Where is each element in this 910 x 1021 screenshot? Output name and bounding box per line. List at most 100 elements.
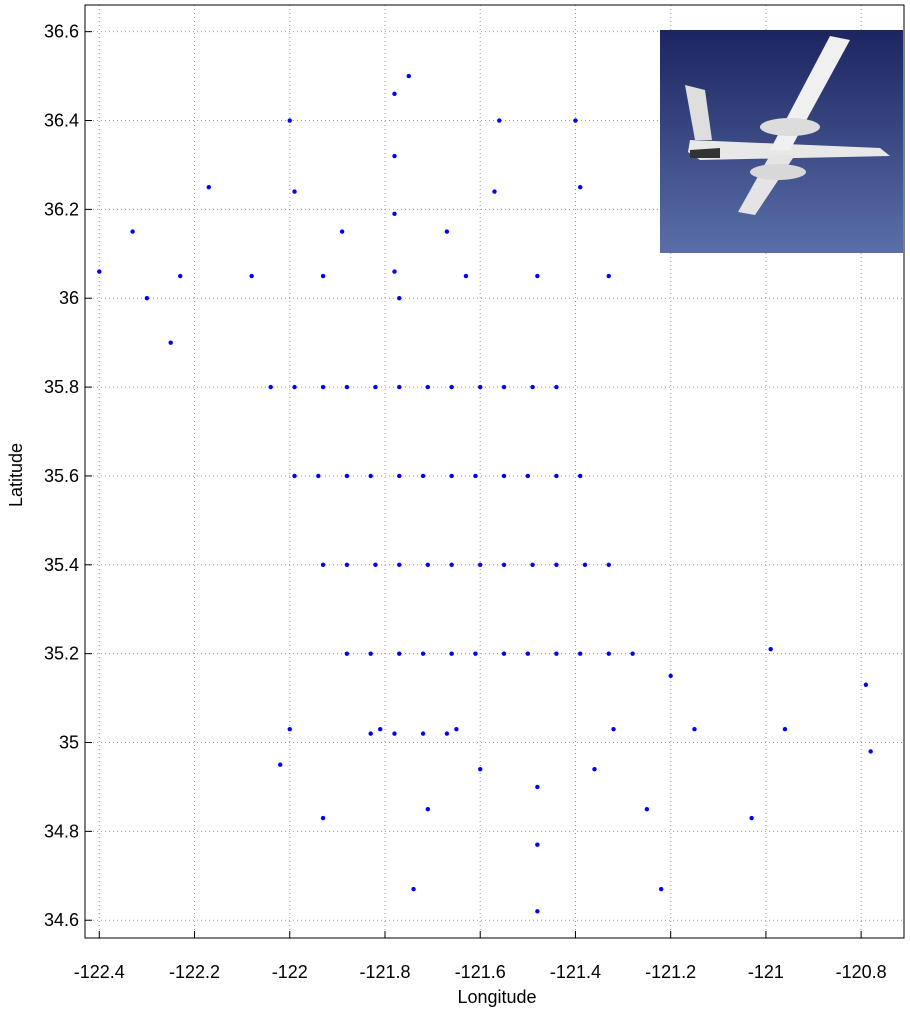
point: [278, 762, 283, 767]
point: [425, 562, 431, 567]
point: [449, 651, 454, 656]
point: [749, 815, 754, 821]
point: [449, 384, 454, 390]
point: [444, 731, 450, 736]
point: [368, 651, 373, 656]
x-tick-label: -121.2: [645, 962, 696, 982]
point: [320, 384, 326, 390]
point: [344, 651, 350, 656]
point: [473, 651, 478, 656]
point: [368, 731, 373, 736]
point: [292, 473, 297, 479]
y-tick-label: 36.2: [44, 199, 79, 219]
y-tick-label: 36.6: [44, 22, 79, 42]
point: [501, 651, 507, 656]
point: [630, 651, 635, 656]
point: [606, 651, 611, 656]
point: [339, 229, 345, 234]
point: [425, 806, 431, 812]
point: [292, 189, 297, 194]
point: [497, 118, 502, 123]
point: [578, 473, 583, 479]
point: [554, 562, 559, 567]
point: [249, 273, 254, 279]
point: [658, 886, 664, 892]
point: [144, 296, 150, 301]
point: [449, 562, 454, 567]
point: [392, 91, 397, 97]
x-tick-label: -121.4: [550, 962, 601, 982]
point: [397, 651, 402, 656]
point: [478, 562, 483, 567]
point: [168, 340, 173, 345]
point: [392, 153, 397, 159]
x-tick-label: -121.8: [359, 962, 410, 982]
point: [420, 651, 426, 656]
point: [692, 726, 697, 732]
point: [535, 909, 540, 914]
point: [97, 269, 102, 274]
point: [206, 184, 212, 190]
point: [344, 562, 350, 567]
point: [492, 189, 497, 194]
point: [478, 384, 483, 390]
point: [392, 731, 397, 736]
point: [320, 562, 326, 567]
plot-frame: [84, 4, 905, 939]
point: [501, 473, 507, 479]
point: [592, 766, 597, 772]
point: [782, 726, 788, 732]
point: [554, 473, 559, 479]
point: [501, 562, 507, 567]
point: [449, 473, 454, 479]
x-axis-label: Longitude: [457, 987, 536, 1007]
x-tick-label: -121: [748, 962, 784, 982]
point: [392, 211, 397, 217]
point: [501, 384, 507, 390]
point: [578, 184, 583, 190]
point: [316, 473, 321, 479]
y-tick-label: 35: [59, 733, 79, 753]
point: [535, 273, 540, 279]
point: [582, 562, 588, 567]
y-tick-label: 34.8: [44, 821, 79, 841]
point: [411, 886, 416, 892]
point: [420, 473, 426, 479]
point: [606, 562, 611, 567]
point: [397, 473, 402, 479]
point: [130, 229, 135, 234]
x-tick-label: -122: [272, 962, 308, 982]
point: [373, 384, 378, 390]
point: [373, 562, 378, 567]
point: [611, 726, 616, 732]
point: [768, 647, 773, 652]
y-tick-label: 35.2: [44, 644, 79, 664]
point: [868, 749, 873, 754]
inset-photo: [660, 30, 903, 253]
point: [535, 784, 540, 790]
plot-area: -122.4 -122.2 -122 -121.8 -121.6 -121.4 -121.2…: [44, 5, 904, 982]
point: [644, 806, 650, 812]
y-axis-label: Latitude: [6, 443, 26, 507]
point: [368, 473, 373, 479]
point: [425, 384, 431, 390]
y-tick-label: 35.8: [44, 377, 79, 397]
point: [397, 296, 402, 301]
point: [268, 384, 273, 390]
point: [344, 473, 350, 479]
point: [478, 766, 483, 772]
point: [530, 384, 535, 390]
point: [473, 473, 478, 479]
y-tick-label: 34.6: [44, 910, 79, 930]
x-tick-label: -122.2: [169, 962, 220, 982]
x-tick-label: -121.6: [455, 962, 506, 982]
point: [444, 229, 450, 234]
point: [397, 384, 402, 390]
x-tick-label: -120.8: [836, 962, 887, 982]
point: [863, 682, 869, 687]
point: [530, 562, 535, 567]
point: [535, 842, 540, 847]
point: [525, 473, 531, 479]
point: [287, 726, 292, 732]
